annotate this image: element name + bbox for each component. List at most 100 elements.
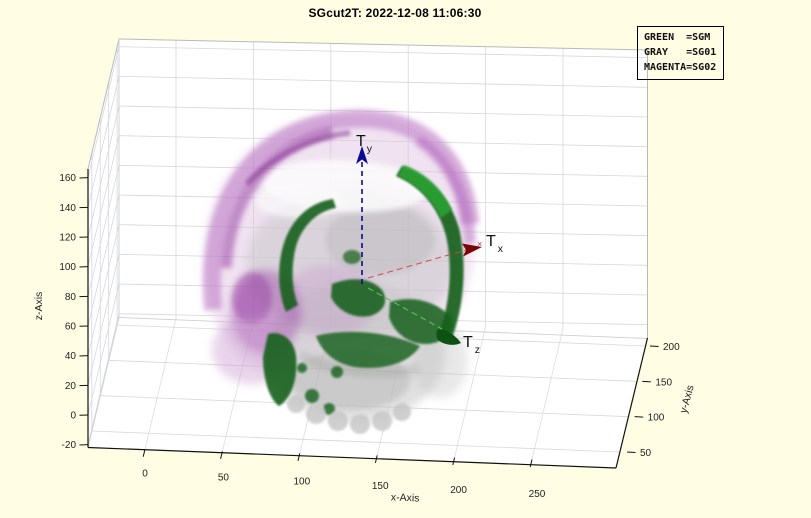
y-tick-mark xyxy=(642,380,651,383)
x-tick-label: 50 xyxy=(218,473,230,484)
tooth xyxy=(287,395,305,413)
ty-label: Ty xyxy=(356,133,373,155)
wall-grid-z xyxy=(118,75,648,88)
z-tick-label: 160 xyxy=(59,173,76,184)
z-tick-label: 100 xyxy=(59,262,76,273)
z-tick-label: 140 xyxy=(59,203,76,214)
green-mid-face xyxy=(331,279,386,317)
box-edge xyxy=(87,38,120,170)
z-tick-label: -20 xyxy=(62,440,77,451)
green-right-band-bright xyxy=(398,165,452,218)
axis-ticks: 0 50 100 150 200 250 -20 0 20 40 60 80 100 120 140 160 5… xyxy=(59,173,680,500)
tx-arrow-marker: × xyxy=(477,239,482,249)
z-tick-label: 20 xyxy=(65,381,77,392)
z-axis-label: z-Axis xyxy=(33,292,45,321)
floor-grid-y xyxy=(91,430,620,453)
y-tick-label: 150 xyxy=(655,377,672,388)
box-crease xyxy=(87,317,120,448)
z-tick-label: 120 xyxy=(59,233,76,244)
legend-line-magenta: MAGENTA=SG02 xyxy=(644,62,717,73)
z-tick-label: 60 xyxy=(65,322,77,333)
ty-label-sub: y xyxy=(367,143,373,155)
tooth xyxy=(350,414,370,434)
green-bit xyxy=(323,403,335,415)
legend-line-green: GREEN =SGM xyxy=(644,32,711,43)
skull-magenta-left-core xyxy=(232,272,272,324)
figure-title: SGcut2T: 2022-12-08 11:06:30 xyxy=(308,6,482,20)
green-mouth-band xyxy=(316,331,420,368)
tooth xyxy=(372,411,392,431)
green-bit xyxy=(305,389,319,403)
x-tick-mark xyxy=(142,449,146,457)
x-tick-label: 250 xyxy=(529,489,546,500)
tz-label-sub: z xyxy=(475,344,480,356)
tz-label-main: T xyxy=(463,334,473,351)
tx-label-sub: x xyxy=(498,243,504,255)
x-axis-line xyxy=(87,446,617,469)
skull-magenta-rim-dark xyxy=(220,126,334,269)
floor-grid-x xyxy=(144,318,177,450)
tooth xyxy=(393,403,411,421)
green-bit xyxy=(297,363,307,373)
floor-grid-x xyxy=(454,326,486,458)
tx-arrow-line xyxy=(367,249,467,279)
box-edge xyxy=(118,38,648,51)
x-tick-label: 150 xyxy=(372,481,389,492)
y-tick-label: 200 xyxy=(663,342,680,353)
tx-label-main: T xyxy=(486,233,496,250)
skull-magenta-rim-right xyxy=(414,135,476,245)
ty-arrow-head xyxy=(356,146,368,164)
y-axis-line xyxy=(615,337,649,469)
tz-arrow-line xyxy=(367,287,443,330)
tooth xyxy=(328,411,348,431)
green-chin-strip xyxy=(263,333,297,406)
x-tick-label: 100 xyxy=(293,477,310,488)
x-tick-mark xyxy=(220,451,223,459)
floor-grid-x xyxy=(531,328,564,460)
sidewall-grid-z xyxy=(87,254,120,386)
x-axis-label: x-Axis xyxy=(391,491,420,504)
x-tick-mark xyxy=(374,455,378,464)
x-tick-mark xyxy=(452,457,456,466)
x-tick-label: 200 xyxy=(450,485,467,496)
sidewall-grid-z xyxy=(87,224,120,356)
sidewall-grid-z xyxy=(87,283,120,416)
skull-magenta-rim-darkest xyxy=(244,130,351,187)
sidewall-grid-z xyxy=(87,194,120,327)
skull-render xyxy=(202,109,479,434)
y-tick-label: 50 xyxy=(640,448,652,459)
skull-gray-teeth xyxy=(287,395,411,434)
y-axis-label: y-Axis xyxy=(678,384,697,415)
z-tick-label: 80 xyxy=(65,292,77,303)
z-tick-label: 40 xyxy=(65,351,77,362)
legend-box: GREEN =SGM GRAY =SG01 MAGENTA=SG02 xyxy=(637,26,725,80)
sidewall-grid-z xyxy=(87,135,120,267)
legend-line-gray: GRAY =SG01 xyxy=(644,47,717,58)
x-tick-mark xyxy=(529,459,533,468)
sidewall-grid-z xyxy=(87,76,120,208)
tz-arrow-head xyxy=(436,329,461,345)
z-tick-label: 0 xyxy=(70,411,76,422)
sidewall-grid-z xyxy=(87,105,120,238)
green-nose-bit xyxy=(343,250,361,264)
y-tick-mark xyxy=(626,451,636,453)
green-bit xyxy=(331,366,343,378)
skull-gray-dome-texture xyxy=(325,205,435,275)
y-tick-label: 100 xyxy=(648,413,665,424)
ty-label-main: T xyxy=(356,133,366,150)
y-tick-mark xyxy=(649,345,659,347)
axis-edges xyxy=(87,169,649,469)
x-tick-mark xyxy=(297,453,301,461)
skull-green-segments xyxy=(263,165,464,415)
green-left-orbit-arc xyxy=(279,199,336,312)
sidewall-grid-z xyxy=(87,165,120,297)
skull-gray-streak xyxy=(297,350,422,378)
tx-arrow-head xyxy=(462,243,482,257)
wall-grid-z xyxy=(118,46,648,59)
y-tick-mark xyxy=(634,416,644,418)
